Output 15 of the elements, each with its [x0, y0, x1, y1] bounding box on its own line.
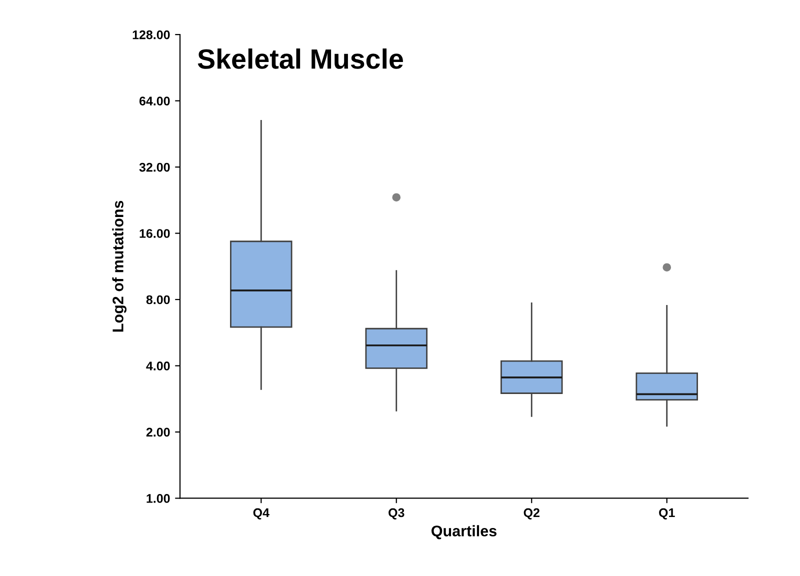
y-axis-title: Log2 of mutations — [112, 200, 126, 332]
chart-title: Skeletal Muscle — [198, 48, 403, 69]
y-tick-label: 1.00 — [146, 494, 170, 503]
y-tick-label: 16.00 — [140, 229, 170, 238]
y-tick-label: 2.00 — [146, 428, 170, 437]
x-tick-label: Q3 — [388, 508, 404, 520]
x-tick-label: Q2 — [524, 508, 540, 520]
x-tick-label: Q1 — [659, 508, 675, 520]
y-tick-label: 64.00 — [139, 96, 170, 106]
y-tick-label: 8.00 — [146, 295, 170, 304]
y-tick-label: 4.00 — [146, 362, 170, 370]
y-tick-label: 32.00 — [139, 162, 170, 172]
x-tick-label: Q4 — [253, 508, 270, 520]
x-axis-title: Quartiles — [432, 525, 496, 540]
y-tick-label: 128.00 — [132, 30, 170, 40]
